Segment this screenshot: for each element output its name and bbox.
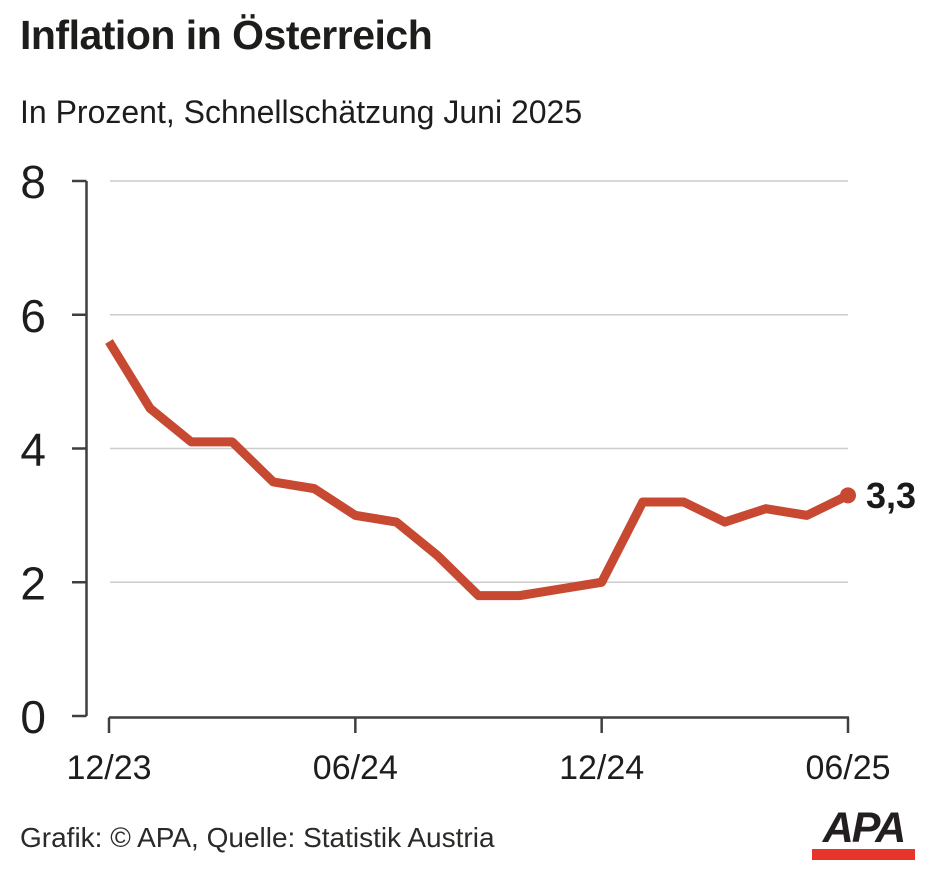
y-tick-label: 6 <box>20 290 46 342</box>
page-title: Inflation in Österreich <box>20 12 433 58</box>
apa-logo-letters: APA <box>822 804 907 852</box>
source-credit: Grafik: © APA, Quelle: Statistik Austria <box>20 822 495 853</box>
y-tick-label: 2 <box>20 557 46 609</box>
apa-logo: APA <box>812 804 915 860</box>
x-tick-label: 06/24 <box>313 749 398 787</box>
x-tick-label: 12/23 <box>66 749 151 787</box>
apa-logo-red-bar <box>812 849 915 860</box>
chart-subtitle: In Prozent, Schnellschätzung Juni 2025 <box>20 94 583 130</box>
x-tick-label: 06/25 <box>805 749 890 787</box>
last-point-dot <box>840 487 856 504</box>
y-tick-label: 8 <box>20 156 46 208</box>
x-tick-label: 12/24 <box>559 749 644 787</box>
last-value-label: 3,3 <box>866 475 916 516</box>
y-tick-label: 4 <box>20 424 46 476</box>
inflation-series-line <box>105 339 850 601</box>
y-tick-label: 0 <box>20 691 46 743</box>
